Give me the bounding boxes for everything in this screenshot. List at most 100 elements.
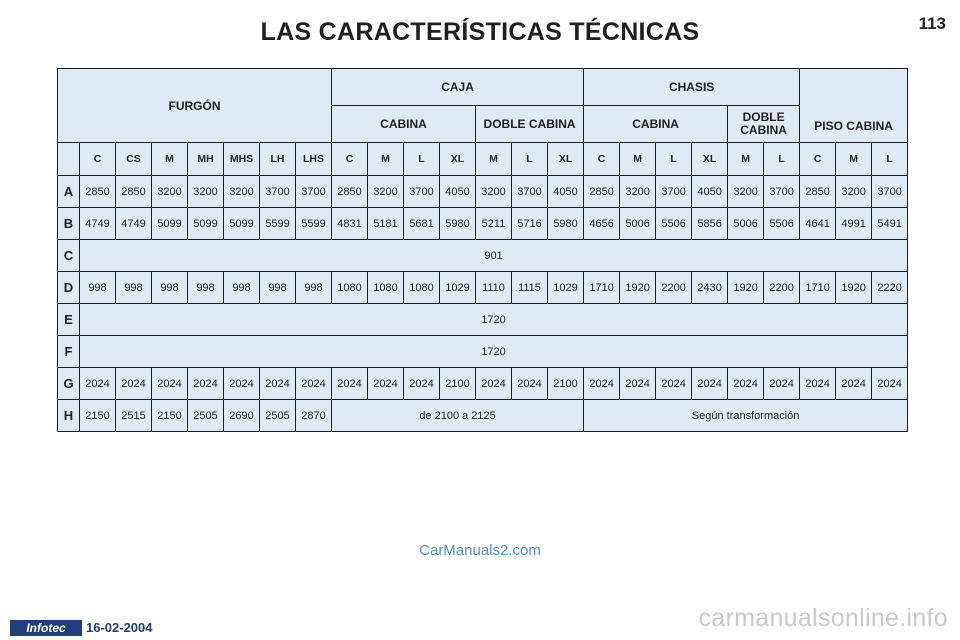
column-header-row: C CS M MH MHS LH LHS C M L XL M L XL C M L XL M L C M L: [57, 142, 909, 176]
column-header: CS: [115, 142, 152, 176]
table-cell: 1710: [799, 271, 837, 304]
table-cell: 3700: [259, 175, 296, 208]
table-cell: 4656: [583, 207, 621, 240]
column-header: C: [79, 142, 116, 176]
table-cell: 998: [151, 271, 188, 304]
table-cell: 5599: [295, 207, 332, 240]
table-cell: 998: [223, 271, 260, 304]
table-cell: 2024: [511, 367, 548, 400]
table-cell: 5006: [619, 207, 657, 240]
watermark-text: CarManuals2.com: [419, 542, 541, 559]
table-cell: 5099: [223, 207, 260, 240]
table-cell: 2024: [727, 367, 765, 400]
column-header: C: [799, 142, 837, 176]
page-number: 113: [918, 14, 946, 33]
table-cell: 3700: [403, 175, 440, 208]
page-title: LAS CARACTERÍSTICAS TÉCNICAS: [260, 18, 700, 46]
table-cell: 2690: [223, 399, 260, 432]
table-cell: 3200: [367, 175, 404, 208]
table-cell: 1080: [403, 271, 440, 304]
table-cell: 3700: [511, 175, 548, 208]
table-cell: 2024: [295, 367, 332, 400]
column-header: M: [367, 142, 404, 176]
table-row: A 2850 2850 3200 3200 3200 3700 3700 2850 3200 37…: [57, 175, 909, 208]
table-cell: 2024: [259, 367, 296, 400]
table-cell: 2024: [619, 367, 657, 400]
table-cell: 5181: [367, 207, 404, 240]
table-row: C 901: [57, 239, 909, 272]
header-caja-doble-cabina: DOBLE CABINA: [474, 105, 585, 143]
table-cell: 2850: [799, 175, 837, 208]
column-header: XL: [546, 142, 585, 176]
table-cell: 2024: [223, 367, 260, 400]
header-chasis-cabina: CABINA: [583, 105, 729, 143]
column-header: MH: [187, 142, 224, 176]
table-cell: 2024: [583, 367, 621, 400]
column-header: L: [511, 142, 548, 176]
row-h-caja-range: de 2100 a 2125: [330, 399, 585, 432]
row-label: H: [57, 399, 80, 432]
table-row: D 998 998 998 998 998 998 998 1080 1080 1080 1029 1…: [57, 271, 909, 304]
table-cell: 2430: [691, 271, 729, 304]
column-header: MHS: [223, 142, 260, 176]
table-cell: 998: [295, 271, 332, 304]
table-cell: 5980: [546, 207, 585, 240]
table-cell: 5211: [475, 207, 512, 240]
row-f-value: 1720: [78, 335, 909, 368]
table-cell: 2505: [187, 399, 224, 432]
table-cell: 2505: [259, 399, 296, 432]
corner-cell: [57, 142, 80, 176]
table-cell: 5506: [655, 207, 693, 240]
table-cell: 5856: [691, 207, 729, 240]
table-cell: 3700: [763, 175, 801, 208]
table-cell: 2850: [115, 175, 152, 208]
table-cell: 2024: [331, 367, 368, 400]
table-cell: 5006: [727, 207, 765, 240]
column-header: C: [331, 142, 368, 176]
row-label: F: [57, 335, 80, 368]
table-cell: 5491: [871, 207, 909, 240]
table-cell: 998: [79, 271, 116, 304]
table-cell: 3200: [475, 175, 512, 208]
table-cell: 3200: [619, 175, 657, 208]
table-cell: 5716: [511, 207, 548, 240]
table-cell: 2024: [403, 367, 440, 400]
header-chasis: CHASIS: [583, 68, 801, 106]
row-h-chasis-note: Según transformación: [583, 399, 909, 432]
table-row: B 4749 4749 5099 5099 5099 5599 5599 4831 5181 56…: [57, 207, 909, 240]
column-header: L: [871, 142, 909, 176]
table-cell: 4991: [835, 207, 873, 240]
table-cell: 2024: [763, 367, 801, 400]
table-cell: 3700: [871, 175, 909, 208]
footer-watermark: carmanualsonline.info: [698, 604, 948, 632]
table-cell: 2024: [655, 367, 693, 400]
table-cell: 2200: [763, 271, 801, 304]
row-label: B: [57, 207, 80, 240]
table-cell: 2024: [835, 367, 873, 400]
table-cell: 2024: [79, 367, 116, 400]
table-cell: 4050: [691, 175, 729, 208]
header-furgon: FURGÓN: [57, 68, 332, 143]
table-cell: 2024: [475, 367, 512, 400]
column-header: L: [655, 142, 693, 176]
table-cell: 1029: [546, 271, 585, 304]
table-cell: 1110: [475, 271, 512, 304]
table-row: G 2024 2024 2024 2024 2024 2024 2024 2024 2024 20…: [57, 367, 909, 400]
row-e-value: 1720: [78, 303, 909, 336]
table-cell: 2150: [79, 399, 116, 432]
table-cell: 3700: [655, 175, 693, 208]
column-header: LHS: [295, 142, 332, 176]
table-cell: 1920: [835, 271, 873, 304]
column-header: M: [619, 142, 657, 176]
table-cell: 3200: [223, 175, 260, 208]
infotec-logo: Infotec: [10, 620, 82, 636]
column-header: XL: [691, 142, 729, 176]
table-cell: 2024: [871, 367, 909, 400]
table-cell: 5099: [151, 207, 188, 240]
table-cell: 2024: [691, 367, 729, 400]
table-cell: 2024: [115, 367, 152, 400]
table-cell: 2220: [871, 271, 909, 304]
row-label: E: [57, 303, 80, 336]
table-row: H 2150 2515 2150 2505 2690 2505 2870 de 2100 a …: [57, 399, 909, 432]
table-cell: 4050: [439, 175, 476, 208]
